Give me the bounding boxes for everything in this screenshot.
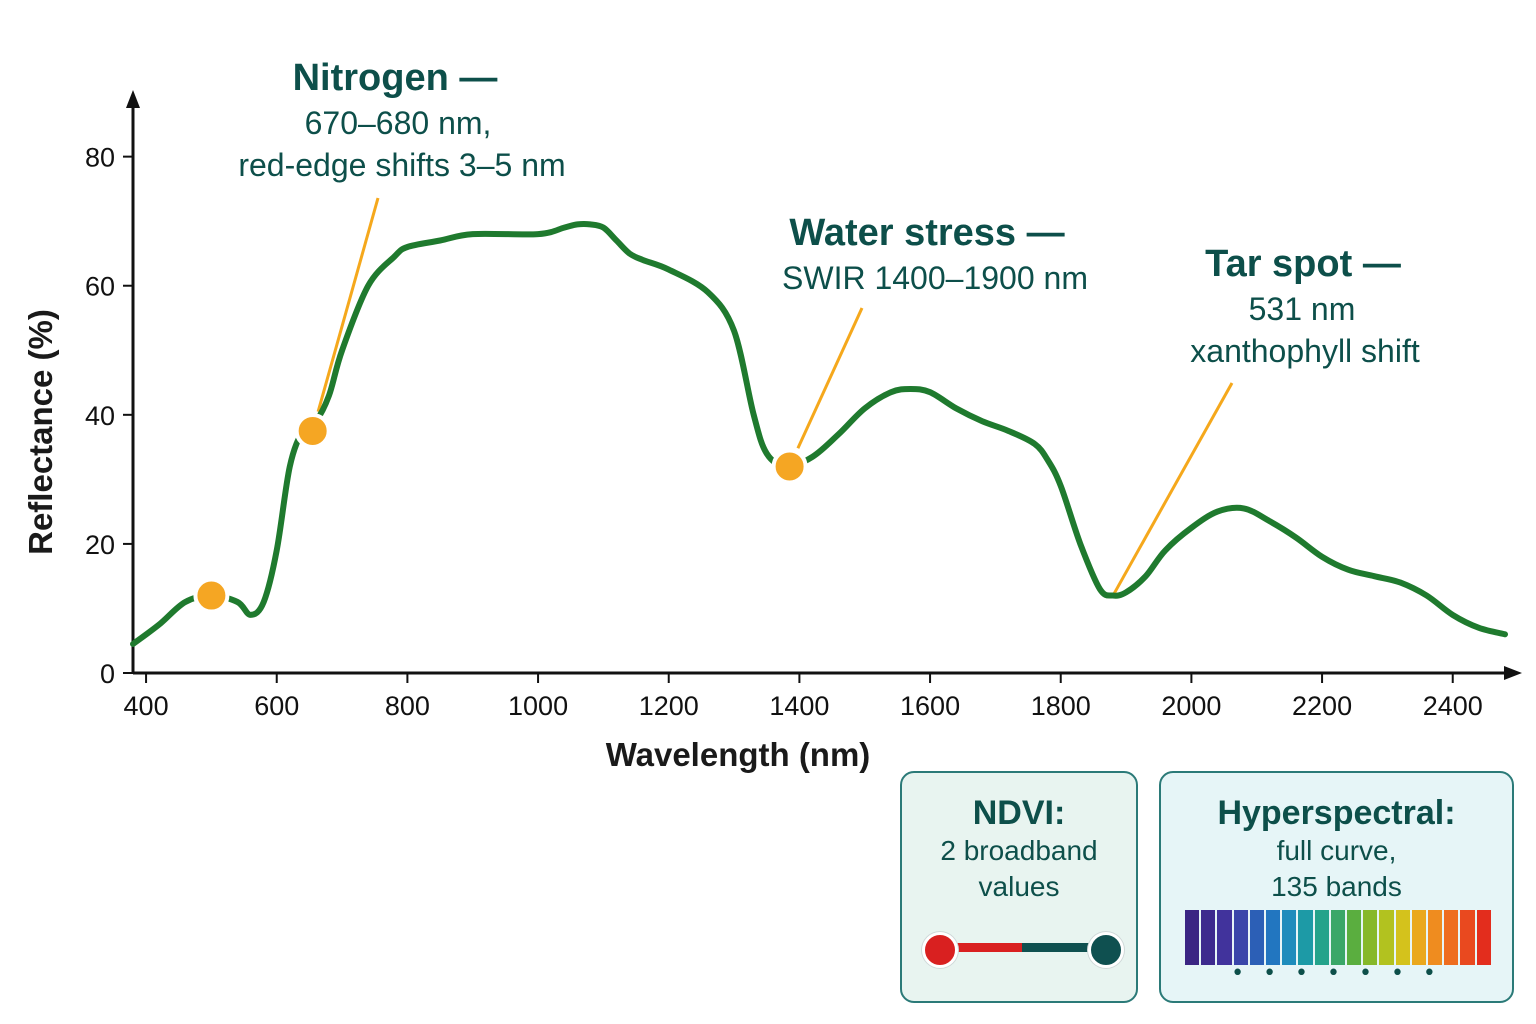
x-tick-label: 1200: [639, 691, 699, 721]
spectral-band: [1411, 910, 1427, 965]
ndvi-nir-dot: [1088, 932, 1124, 968]
ndvi-two-value-bar: [922, 929, 1124, 968]
x-axis-arrow: [1504, 666, 1522, 680]
ndvi-line-1: 2 broadband: [940, 835, 1098, 866]
annotation-water-heading: Water stress —: [789, 212, 1064, 254]
spectral-band: [1282, 910, 1297, 965]
y-tick-label: 60: [85, 272, 115, 302]
spectral-band: [1395, 910, 1410, 965]
annotation-leader-line: [316, 197, 380, 413]
x-tick-label: 2200: [1292, 691, 1352, 721]
ndvi-box: NDVI: 2 broadband values: [900, 771, 1138, 1003]
x-tick-label: 1400: [769, 691, 829, 721]
spectral-band: [1363, 910, 1378, 965]
annotation-tar-spot: Tar spot — 531 nm xanthophyll shift: [1190, 243, 1420, 369]
x-tick-label: 800: [385, 691, 430, 721]
x-axis-title: Wavelength (nm): [606, 736, 871, 773]
y-tick-label: 20: [85, 530, 115, 560]
annotation-tar-line-2: xanthophyll shift: [1190, 333, 1420, 369]
annotation-leader-line: [1112, 382, 1234, 595]
axes: [126, 90, 1522, 680]
spectral-band: [1460, 910, 1475, 965]
y-tick-label: 40: [85, 401, 115, 431]
annotation-nitrogen-heading: Nitrogen —: [293, 57, 498, 99]
more-bands-ellipsis: • • • • • • •: [1231, 961, 1442, 986]
annotation-tar-line-1: 531 nm: [1249, 291, 1356, 327]
hyperspectral-line-1: full curve,: [1276, 835, 1397, 866]
spectral-band: [1185, 910, 1200, 965]
annotation-leader-line: [796, 307, 864, 449]
ndvi-red-segment: [940, 943, 1022, 952]
spectral-bands-strip: [1185, 910, 1491, 965]
spectral-band: [1249, 910, 1265, 965]
y-axis-title: Reflectance (%): [22, 309, 59, 555]
x-tick-label: 600: [254, 691, 299, 721]
y-axis-arrow: [126, 90, 140, 108]
spectral-band: [1314, 910, 1329, 965]
annotation-water-line-1: SWIR 1400–1900 nm: [782, 260, 1088, 296]
x-tick-label: 1000: [508, 691, 568, 721]
hyperspectral-title: Hyperspectral:: [1217, 794, 1456, 832]
annotation-water-stress: Water stress — SWIR 1400–1900 nm: [782, 212, 1088, 296]
spectral-band: [1330, 910, 1346, 965]
highlight-marker: [294, 412, 331, 449]
spectral-band: [1428, 910, 1443, 965]
x-tick-label: 1600: [900, 691, 960, 721]
hyperspectral-box: Hyperspectral: full curve, 135 bands • •…: [1159, 771, 1514, 1003]
spectral-band: [1233, 910, 1248, 965]
ndvi-title: NDVI:: [972, 794, 1066, 832]
spectral-band: [1298, 910, 1313, 965]
y-tick-label: 80: [85, 143, 115, 173]
annotation-nitrogen-line-1: 670–680 nm,: [305, 105, 492, 141]
spectral-band: [1347, 910, 1362, 965]
highlight-marker: [771, 448, 808, 485]
highlight-marker: [193, 577, 230, 614]
x-tick-label: 2000: [1161, 691, 1221, 721]
ndvi-nir-segment: [1022, 943, 1104, 952]
x-tick-label: 400: [124, 691, 169, 721]
spectral-band: [1266, 910, 1281, 965]
spectral-band: [1201, 910, 1216, 965]
hyperspectral-line-2: 135 bands: [1271, 871, 1402, 902]
spectral-band: [1379, 910, 1394, 965]
annotation-tar-heading: Tar spot —: [1205, 243, 1401, 285]
ndvi-line-2: values: [978, 871, 1060, 902]
x-tick-label: 2400: [1423, 691, 1483, 721]
ndvi-red-dot: [922, 932, 958, 968]
spectral-band: [1217, 910, 1232, 965]
annotation-nitrogen-line-2: red-edge shifts 3–5 nm: [238, 147, 565, 183]
x-tick-label: 1800: [1031, 691, 1091, 721]
annotation-nitrogen: Nitrogen — 670–680 nm, red-edge shifts 3…: [238, 57, 565, 183]
spectral-band: [1444, 910, 1459, 965]
y-tick-label: 0: [100, 659, 115, 689]
spectral-band: [1476, 910, 1491, 965]
